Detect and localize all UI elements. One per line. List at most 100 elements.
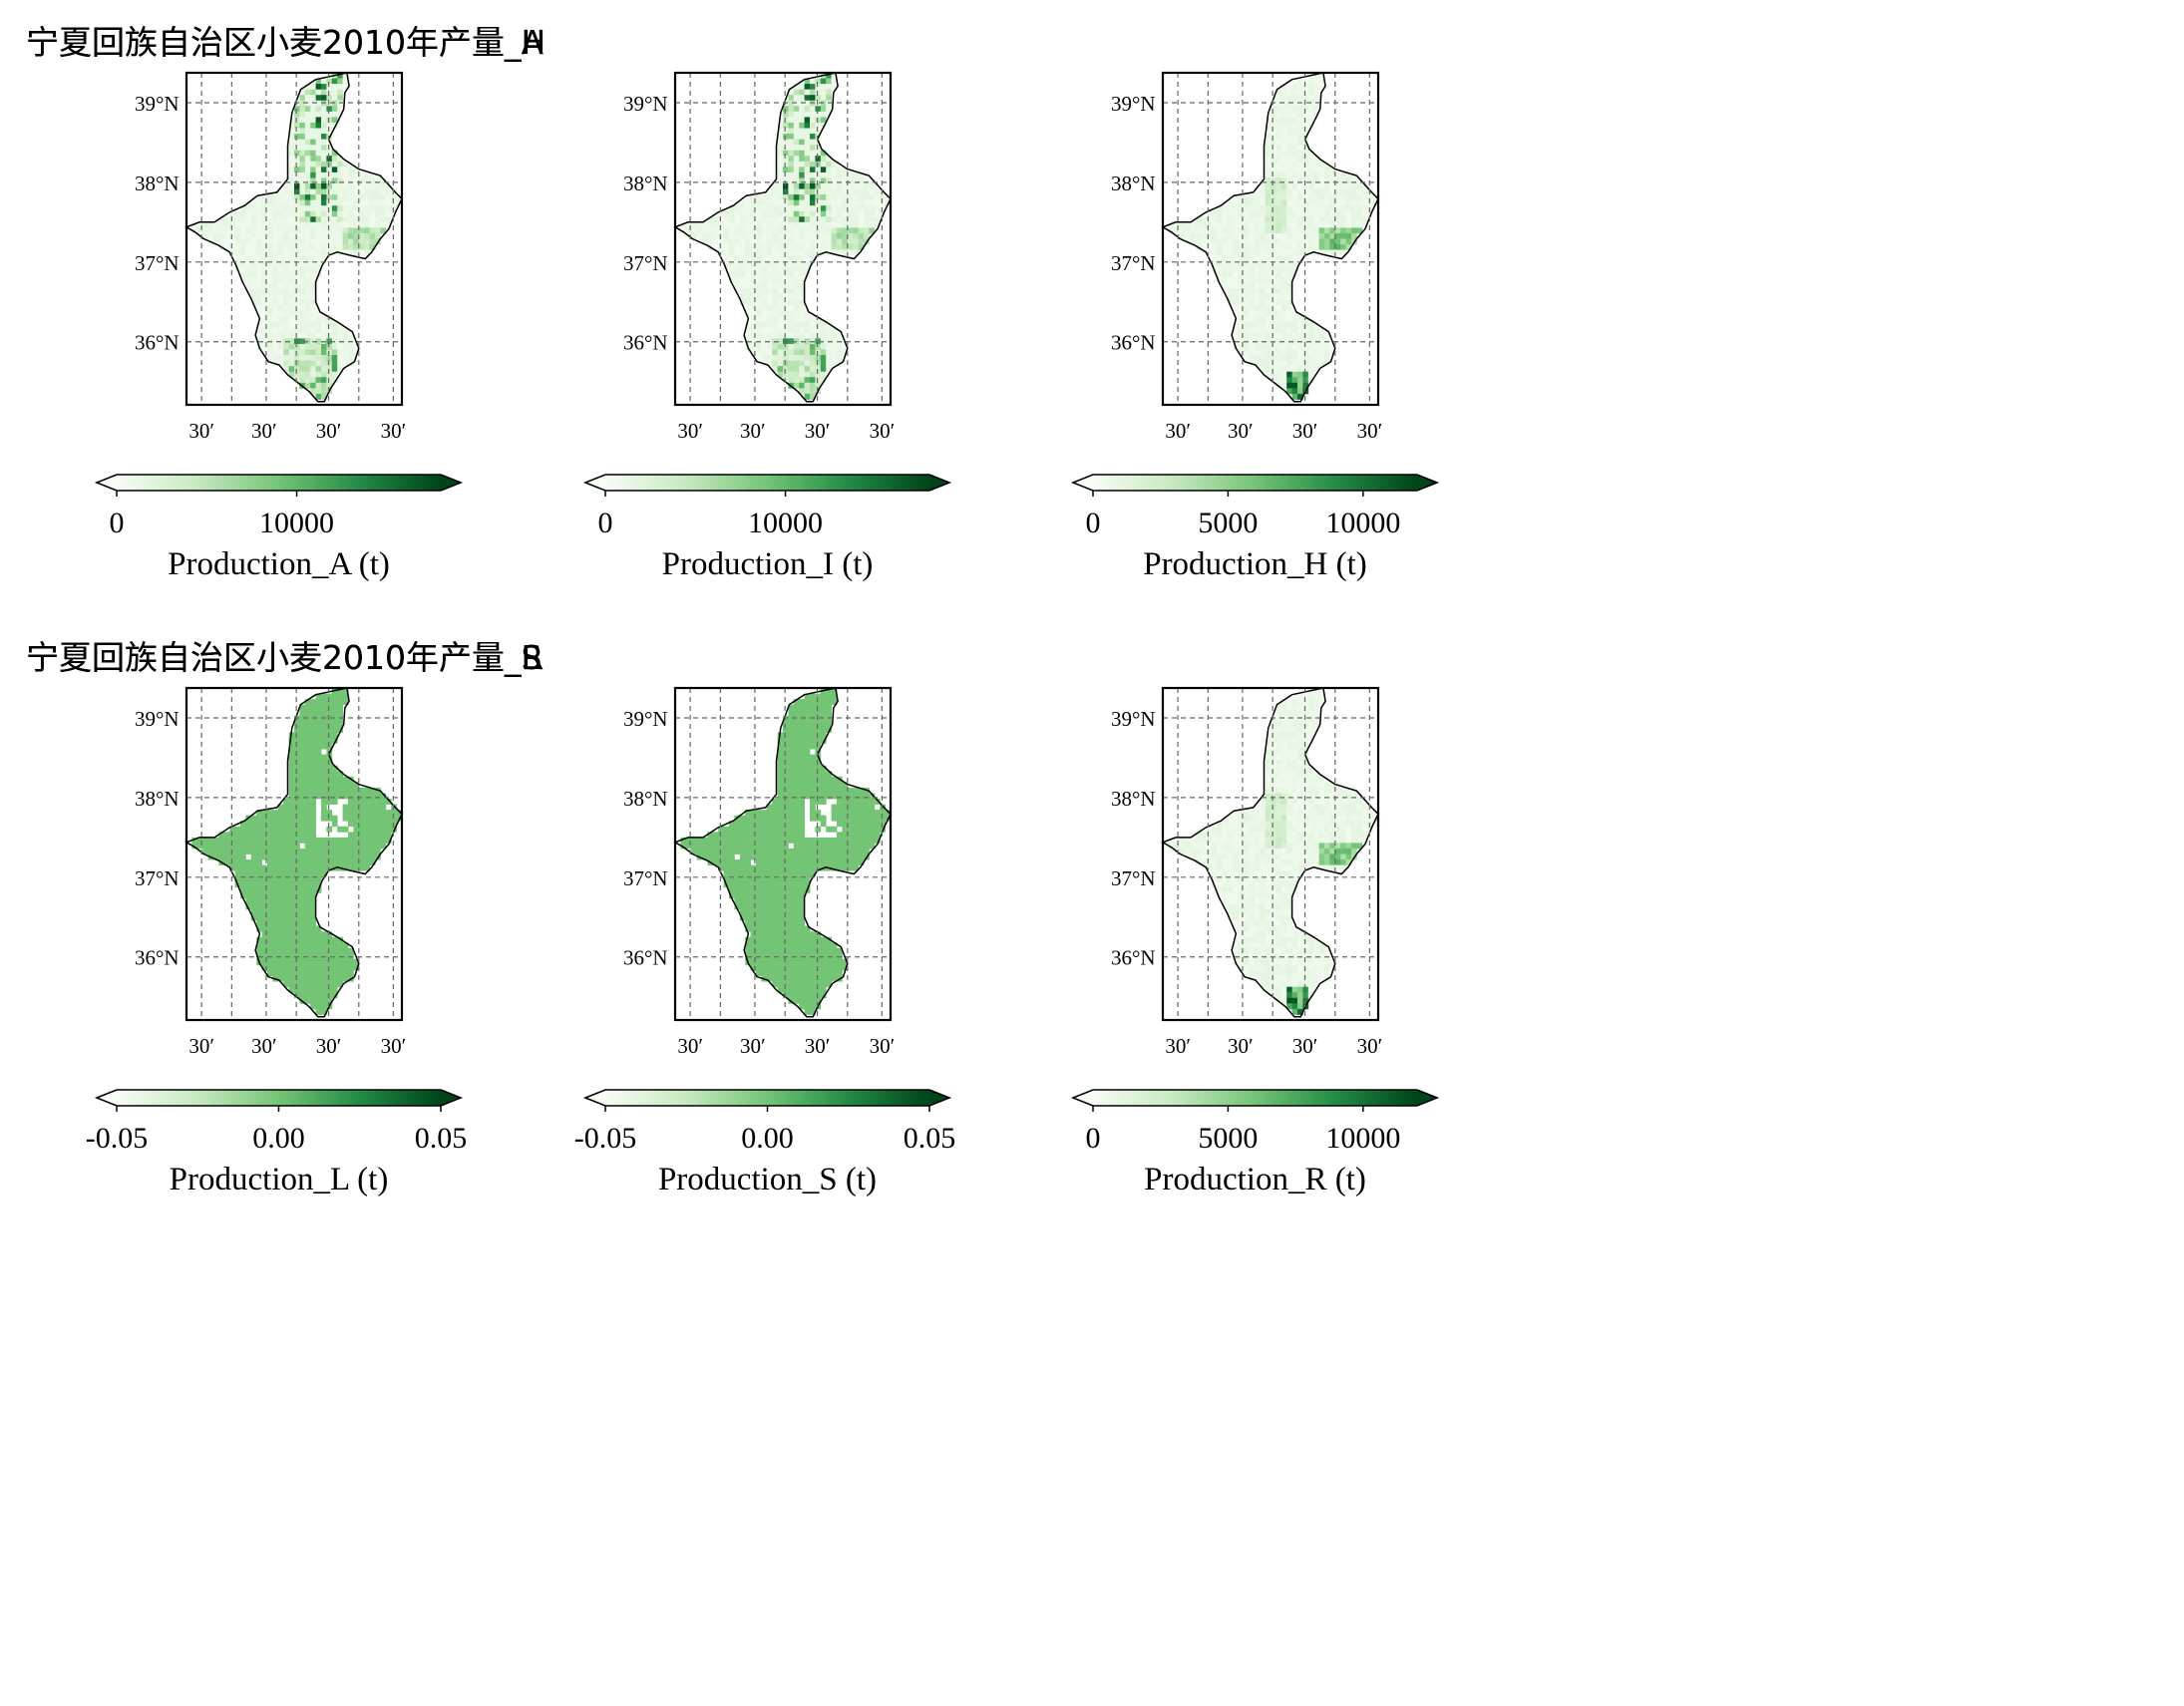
raster-cell	[380, 810, 387, 817]
raster-cell	[815, 332, 822, 339]
raster-cell	[804, 260, 811, 267]
raster-cell	[380, 843, 387, 850]
raster-cell	[337, 244, 343, 250]
raster-cell	[793, 925, 800, 932]
raster-cell	[1244, 210, 1250, 217]
raster-cell	[294, 815, 300, 822]
raster-cell	[1265, 255, 1272, 262]
raster-cell	[348, 199, 354, 206]
raster-cell	[321, 975, 327, 982]
raster-cell	[1297, 210, 1303, 217]
raster-cell	[277, 942, 284, 949]
raster-cell	[772, 282, 778, 289]
raster-cell	[804, 338, 811, 345]
raster-cell	[310, 145, 316, 152]
raster-cell	[1313, 782, 1319, 789]
raster-cell	[331, 726, 338, 733]
raster-cell	[1265, 122, 1272, 129]
raster-cell	[326, 167, 333, 173]
raster-cell	[1291, 145, 1298, 152]
raster-cell	[1291, 232, 1298, 239]
raster-cell	[1249, 349, 1256, 356]
raster-cell	[299, 793, 306, 800]
raster-cell	[283, 294, 289, 300]
raster-cell	[310, 832, 316, 839]
raster-cell	[799, 875, 805, 882]
raster-cell	[756, 815, 762, 822]
raster-cell	[815, 244, 822, 250]
raster-cell	[788, 156, 795, 163]
raster-cell	[1179, 232, 1185, 239]
raster-cell	[358, 821, 365, 828]
raster-cell	[331, 936, 338, 943]
raster-cell	[277, 316, 284, 323]
raster-cell	[321, 393, 327, 400]
raster-cell	[831, 688, 838, 694]
raster-cell	[288, 271, 295, 278]
raster-cell	[310, 732, 316, 739]
raster-cell	[831, 964, 838, 971]
raster-cell	[815, 232, 822, 239]
raster-cell	[283, 897, 289, 904]
raster-cell	[793, 997, 800, 1004]
raster-cell	[1280, 134, 1287, 140]
raster-cell	[234, 221, 241, 228]
raster-cell	[245, 826, 252, 833]
raster-cell	[250, 299, 257, 306]
raster-cell	[331, 100, 338, 107]
raster-cell	[777, 205, 784, 212]
raster-cell	[1329, 793, 1336, 800]
raster-cell	[310, 183, 316, 189]
raster-cell	[337, 205, 343, 212]
raster-cell	[283, 958, 289, 965]
raster-cell	[272, 338, 279, 345]
raster-cell	[337, 183, 343, 189]
raster-cell	[745, 947, 751, 954]
raster-cell	[1329, 787, 1336, 794]
raster-cell	[799, 886, 805, 893]
raster-cell	[1271, 793, 1276, 800]
raster-cell	[804, 216, 811, 223]
raster-cell	[864, 177, 870, 184]
raster-cell	[799, 238, 805, 245]
raster-cell	[702, 848, 708, 854]
raster-cell	[766, 936, 773, 943]
raster-cell	[750, 826, 757, 833]
raster-cell	[783, 737, 789, 744]
raster-cell	[1254, 188, 1261, 195]
raster-cell	[240, 227, 246, 234]
raster-cell	[783, 964, 789, 971]
raster-cell	[858, 821, 865, 828]
raster-cell	[342, 942, 349, 949]
raster-cell	[1291, 150, 1298, 157]
raster-cell	[1329, 249, 1336, 256]
raster-cell	[229, 210, 235, 217]
raster-cell	[315, 848, 322, 854]
raster-cell	[804, 360, 811, 367]
raster-cell	[793, 327, 800, 334]
lat-label: 38°N	[1111, 171, 1156, 195]
raster-cell	[310, 810, 316, 817]
raster-cell	[337, 171, 343, 178]
raster-cell	[304, 815, 311, 822]
raster-cell	[1265, 771, 1272, 778]
raster-cell	[815, 721, 822, 728]
raster-cell	[321, 1003, 327, 1010]
raster-cell	[1356, 216, 1363, 223]
raster-cell	[804, 942, 811, 949]
lat-label: 36°N	[1111, 331, 1156, 355]
raster-cell	[364, 244, 370, 250]
raster-cell	[310, 870, 316, 877]
raster-cell	[799, 936, 805, 943]
raster-cell	[783, 360, 789, 367]
raster-cell	[315, 953, 322, 960]
raster-cell	[1244, 316, 1250, 323]
raster-cell	[750, 920, 757, 927]
panel-title: 宁夏回族自治区小麦2010年产量_H	[26, 23, 546, 62]
raster-cell	[702, 853, 708, 860]
raster-cell	[294, 161, 300, 168]
raster-cell	[810, 377, 816, 384]
raster-cell	[256, 837, 262, 844]
raster-cell	[256, 288, 262, 295]
